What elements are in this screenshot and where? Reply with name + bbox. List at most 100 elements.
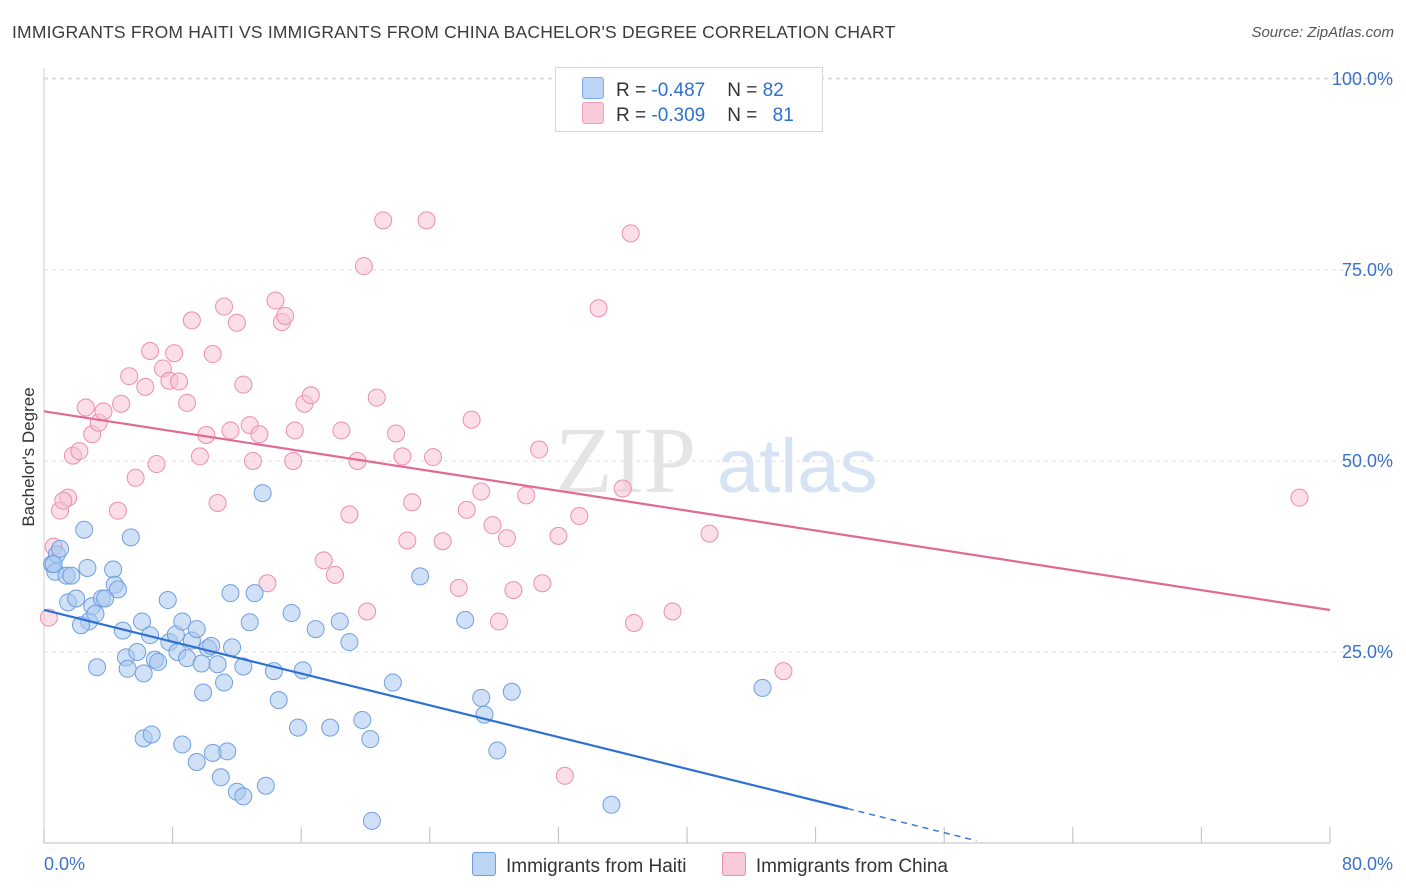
- haiti-point: [256, 776, 275, 795]
- china-point: [141, 341, 160, 360]
- china-point: [774, 662, 793, 681]
- china-point: [227, 313, 246, 332]
- china-r-label: R =: [616, 105, 652, 126]
- series-china-points: [39, 211, 1309, 785]
- china-point: [489, 612, 508, 631]
- y-tick-label: 50.0%: [1342, 451, 1393, 471]
- haiti-point: [118, 659, 137, 678]
- haiti-point: [502, 682, 521, 701]
- china-point: [621, 224, 640, 243]
- china-point: [285, 421, 304, 440]
- haiti-point: [211, 768, 230, 787]
- haiti-point: [149, 652, 168, 671]
- haiti-point: [78, 558, 97, 577]
- china-point: [570, 507, 589, 526]
- haiti-n-label: N =: [727, 80, 763, 101]
- legend-china-label: Immigrants from China: [755, 856, 948, 877]
- china-point: [94, 402, 113, 421]
- china-point: [517, 486, 536, 505]
- grid-lines: [44, 77, 1392, 653]
- legend-item-china[interactable]: Immigrants from China: [721, 852, 948, 878]
- china-trend-line: [43, 410, 1331, 612]
- haiti-point: [44, 555, 63, 574]
- series-legend: Immigrants from Haiti Immigrants from Ch…: [472, 852, 978, 878]
- china-point: [663, 602, 682, 621]
- china-point: [387, 424, 406, 443]
- haiti-point: [361, 730, 380, 749]
- y-tick-label: 75.0%: [1342, 260, 1393, 280]
- china-point: [266, 291, 285, 310]
- china-point: [234, 375, 253, 394]
- haiti-point: [472, 688, 491, 707]
- haiti-point: [86, 604, 105, 623]
- haiti-point: [133, 612, 152, 631]
- china-point: [147, 455, 166, 474]
- china-point: [483, 516, 502, 535]
- china-point: [1290, 488, 1309, 507]
- legend-haiti-label: Immigrants from Haiti: [506, 856, 687, 877]
- haiti-point: [108, 580, 127, 599]
- haiti-point: [187, 753, 206, 772]
- haiti-point: [104, 560, 123, 579]
- china-point: [243, 452, 262, 470]
- legend-item-haiti[interactable]: Immigrants from Haiti: [472, 852, 687, 878]
- watermark-atlas: atlas: [717, 424, 878, 509]
- china-point: [108, 501, 127, 520]
- tick-labels: 25.0% 50.0% 75.0% 100.0% 0.0% 80.0%: [44, 69, 1393, 874]
- china-n-value: 81: [772, 105, 794, 126]
- china-point: [332, 421, 351, 440]
- china-point: [457, 500, 476, 519]
- china-point: [258, 574, 277, 593]
- china-point: [54, 491, 73, 510]
- legend-haiti-swatch: [472, 852, 496, 876]
- haiti-point: [128, 643, 147, 661]
- china-point: [700, 524, 719, 543]
- china-point: [112, 394, 131, 413]
- haiti-r-label: R =: [616, 80, 652, 101]
- china-point: [76, 398, 95, 417]
- china-point: [203, 345, 222, 364]
- china-point: [276, 306, 295, 325]
- haiti-point: [234, 787, 253, 806]
- china-point: [126, 468, 145, 487]
- haiti-point: [340, 633, 359, 652]
- haiti-trend-line: [43, 608, 849, 810]
- china-point: [165, 344, 184, 363]
- china-point: [403, 493, 422, 512]
- haiti-n-value: 82: [762, 80, 784, 101]
- haiti-point: [288, 718, 307, 737]
- haiti-point: [456, 610, 475, 629]
- china-point: [424, 448, 443, 467]
- china-point: [215, 297, 234, 316]
- china-point: [374, 211, 393, 230]
- china-point: [354, 257, 373, 276]
- haiti-point: [194, 683, 213, 702]
- china-point: [301, 386, 320, 405]
- stats-row-haiti: R = -0.487 N = 82: [582, 77, 784, 101]
- haiti-point: [306, 620, 325, 639]
- china-point: [136, 377, 155, 396]
- haiti-point: [282, 604, 301, 623]
- haiti-point: [223, 638, 242, 657]
- china-swatch: [582, 102, 604, 124]
- haiti-point: [383, 673, 402, 692]
- china-point: [340, 505, 359, 524]
- china-point: [613, 479, 632, 498]
- haiti-point: [142, 725, 161, 744]
- haiti-point: [488, 741, 507, 760]
- haiti-point: [192, 654, 211, 673]
- axes: [43, 68, 1331, 844]
- y-axis-title: Bachelor's Degree: [19, 387, 38, 526]
- haiti-point: [88, 658, 107, 677]
- china-point: [555, 766, 574, 785]
- haiti-point: [51, 539, 70, 558]
- china-point: [314, 551, 333, 570]
- haiti-point: [253, 484, 272, 503]
- haiti-trend-extension: [847, 807, 977, 842]
- china-point: [190, 447, 209, 466]
- chart-source: Source: ZipAtlas.com: [1251, 24, 1394, 41]
- haiti-point: [96, 589, 115, 608]
- haiti-point: [602, 795, 621, 814]
- china-point: [358, 602, 377, 621]
